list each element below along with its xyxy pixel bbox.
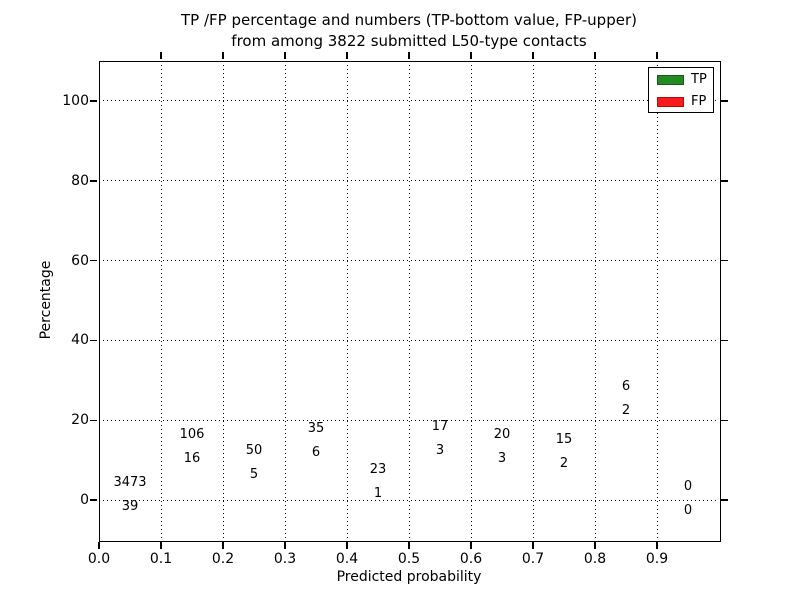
y-tick-left [90, 499, 98, 501]
legend-swatch-fp-icon [657, 96, 684, 107]
y-tick-right [720, 499, 728, 501]
gridline-vertical [160, 61, 162, 540]
legend-entry-fp: FP [657, 91, 713, 112]
x-tick-top [346, 52, 348, 60]
x-tick-label: 0.2 [211, 551, 235, 567]
gridline-vertical [532, 61, 534, 540]
fp-count-label: 106 [179, 426, 205, 442]
fp-count-label: 23 [369, 462, 387, 478]
gridline-horizontal [99, 100, 719, 102]
x-tick-bottom [656, 541, 658, 549]
chart-title-line2: from among 3822 submitted L50-type conta… [231, 32, 587, 50]
tp-count-label: 2 [559, 455, 569, 471]
x-tick-top [160, 52, 162, 60]
x-tick-label: 0.5 [397, 551, 421, 567]
x-tick-label: 0.3 [273, 551, 297, 567]
legend-label-fp: FP [691, 94, 707, 109]
gridline-horizontal [99, 499, 719, 501]
y-tick-label: 40 [71, 332, 89, 349]
x-tick-label: 0.7 [521, 551, 545, 567]
x-tick-top [656, 52, 658, 60]
axes-border [99, 61, 721, 542]
y-tick-right [720, 100, 728, 102]
x-tick-bottom [408, 541, 410, 549]
tp-count-label: 16 [183, 450, 201, 466]
legend: TP FP [648, 67, 714, 113]
y-tick-right [720, 180, 728, 182]
chart-title-line1: TP /FP percentage and numbers (TP-bottom… [181, 11, 637, 29]
x-tick-bottom [532, 541, 534, 549]
fp-count-label: 15 [555, 431, 573, 447]
fp-count-label: 3473 [113, 474, 147, 490]
legend-swatch-tp-icon [657, 74, 684, 85]
x-tick-bottom [594, 541, 596, 549]
y-axis-label: Percentage [38, 260, 54, 340]
x-tick-bottom [98, 541, 100, 549]
x-tick-bottom [222, 541, 224, 549]
y-tick-left [90, 180, 98, 182]
legend-label-tp: TP [691, 72, 707, 87]
tp-count-label: 6 [311, 444, 321, 460]
y-tick-label: 0 [80, 492, 89, 509]
x-tick-label: 0.4 [335, 551, 359, 567]
y-tick-left [90, 339, 98, 342]
tp-count-label: 3 [435, 443, 445, 459]
gridline-horizontal [99, 419, 719, 421]
fp-count-label: 6 [621, 379, 631, 395]
y-tick-label: 20 [71, 412, 89, 429]
tp-count-label: 0 [683, 503, 693, 519]
y-tick-left [90, 100, 98, 102]
x-tick-top [532, 52, 534, 60]
fp-count-label: 17 [431, 419, 449, 435]
fp-count-label: 35 [307, 420, 325, 436]
x-tick-top [594, 52, 596, 60]
tp-count-label: 1 [373, 486, 383, 502]
tp-count-label: 39 [121, 498, 139, 514]
tp-count-label: 5 [249, 466, 259, 482]
y-tick-right [720, 259, 728, 262]
tp-count-label: 3 [497, 451, 507, 467]
fp-count-label: 50 [245, 442, 263, 458]
fp-count-label: 0 [683, 479, 693, 495]
y-tick-label: 100 [62, 92, 89, 109]
gridline-vertical [346, 61, 348, 540]
x-tick-top [408, 52, 410, 60]
gridline-horizontal [99, 339, 719, 341]
chart-title: TP /FP percentage and numbers (TP-bottom… [99, 10, 719, 52]
x-tick-bottom [284, 541, 286, 549]
gridline-horizontal [99, 180, 719, 182]
gridline-vertical [656, 61, 658, 540]
x-tick-label: 0.1 [149, 551, 173, 567]
y-tick-label: 80 [71, 172, 89, 189]
x-tick-label: 0.0 [87, 551, 111, 567]
x-tick-top [222, 52, 224, 60]
x-tick-bottom [160, 541, 162, 549]
x-tick-label: 0.6 [459, 551, 483, 567]
x-tick-bottom [470, 541, 472, 549]
y-tick-left [90, 419, 98, 421]
gridline-vertical [284, 61, 286, 540]
x-tick-label: 0.9 [645, 551, 669, 567]
x-tick-top [284, 52, 286, 60]
fp-count-label: 20 [493, 427, 511, 443]
gridline-vertical [594, 61, 596, 540]
y-tick-label: 60 [71, 252, 89, 269]
gridline-vertical [408, 61, 410, 540]
legend-entry-tp: TP [657, 69, 713, 90]
x-tick-bottom [346, 541, 348, 549]
y-tick-right [720, 339, 728, 342]
gridline-vertical [470, 61, 472, 540]
gridline-vertical [222, 61, 224, 540]
gridline-horizontal [99, 260, 719, 262]
y-tick-left [90, 259, 98, 262]
x-axis-label: Predicted probability [336, 569, 482, 585]
y-tick-right [720, 419, 728, 421]
tp-count-label: 2 [621, 403, 631, 419]
x-tick-top [470, 52, 472, 60]
x-tick-label: 0.8 [583, 551, 607, 567]
